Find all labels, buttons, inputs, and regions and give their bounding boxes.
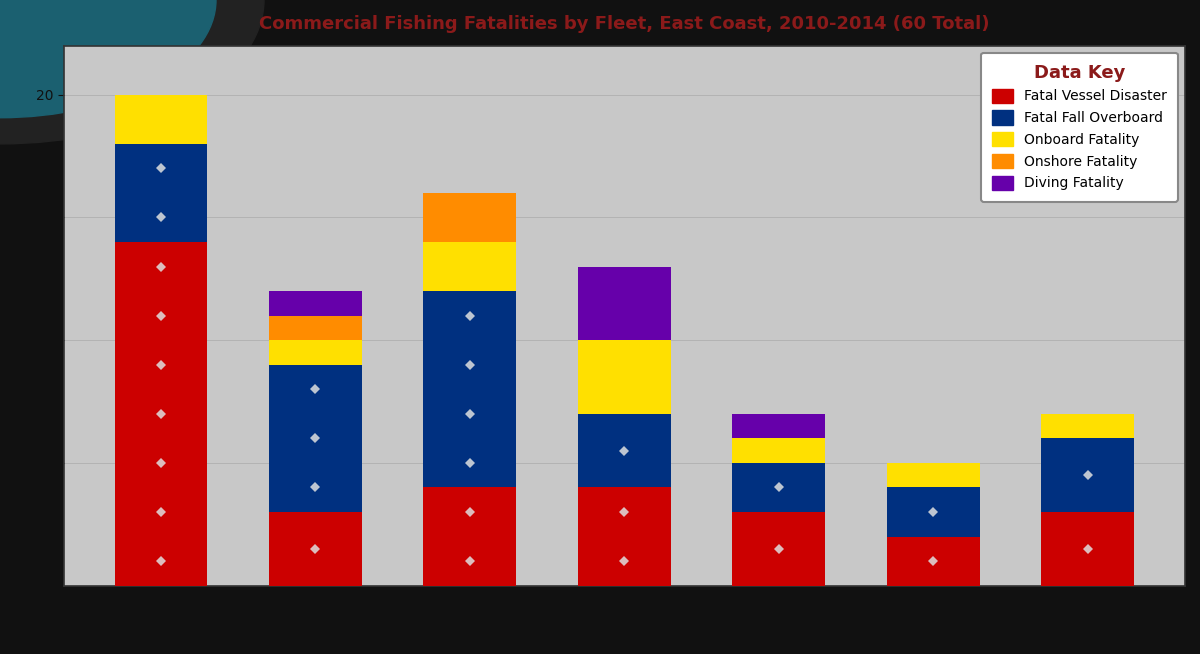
Bar — [732, 463, 826, 512]
Y-axis label: Number of Fatalities: Number of Fatalities — [14, 228, 30, 404]
Bar — [578, 340, 671, 414]
Bar — [732, 438, 826, 463]
Bar — [887, 487, 979, 536]
Bar — [578, 267, 671, 340]
Bar — [269, 340, 361, 365]
Bar — [269, 316, 361, 340]
Bar — [1042, 512, 1134, 585]
Bar — [269, 512, 361, 585]
Bar — [1042, 438, 1134, 512]
Bar — [424, 242, 516, 291]
Bar — [578, 487, 671, 585]
Bar — [114, 242, 208, 585]
Bar — [114, 144, 208, 242]
Bar — [1042, 414, 1134, 438]
Bar — [269, 365, 361, 512]
Bar — [732, 512, 826, 585]
Bar — [114, 95, 208, 144]
Bar — [578, 414, 671, 487]
Bar — [887, 463, 979, 487]
Bar — [732, 414, 826, 438]
Bar — [887, 536, 979, 585]
Legend: Fatal Vessel Disaster, Fatal Fall Overboard, Onboard Fatality, Onshore Fatality,: Fatal Vessel Disaster, Fatal Fall Overbo… — [982, 52, 1178, 201]
Title: Commercial Fishing Fatalities by Fleet, East Coast, 2010-2014 (60 Total): Commercial Fishing Fatalities by Fleet, … — [259, 15, 990, 33]
Bar — [269, 291, 361, 316]
Bar — [424, 487, 516, 585]
Bar — [424, 291, 516, 487]
Bar — [424, 193, 516, 242]
